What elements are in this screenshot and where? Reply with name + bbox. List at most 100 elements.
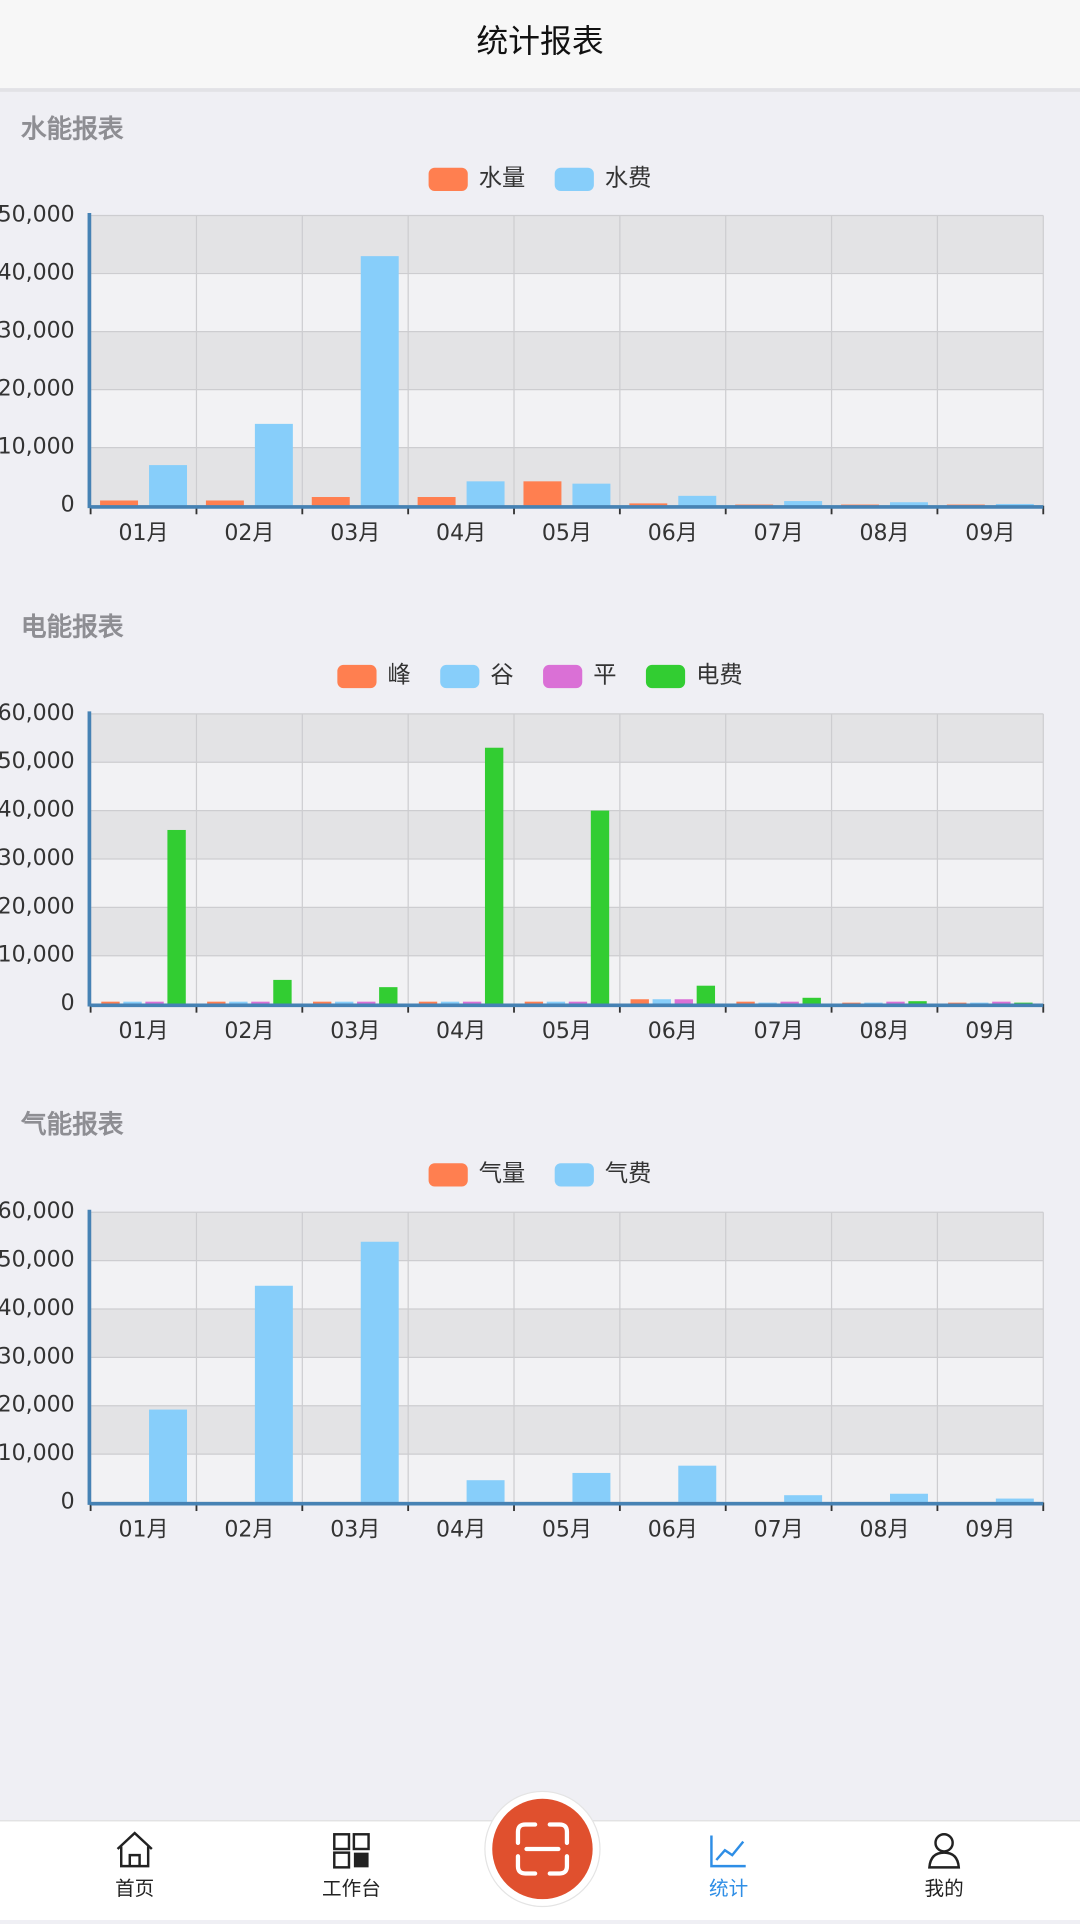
bar — [466, 481, 505, 506]
grid-band — [90, 762, 1044, 811]
y-tick-label: 60,000 — [0, 701, 75, 726]
bar — [207, 1001, 226, 1005]
bar — [995, 503, 1034, 506]
grid-band — [90, 1308, 1044, 1358]
x-tick-label: 03月 — [330, 1019, 380, 1044]
bar — [360, 1241, 399, 1503]
x-tick-label: 07月 — [754, 1019, 804, 1044]
y-tick-label: 0 — [61, 493, 75, 518]
y-tick-label: 0 — [61, 1489, 75, 1514]
nav-stats[interactable]: 统计 — [709, 1835, 748, 1900]
x-tick-label: 08月 — [859, 1518, 909, 1543]
bar — [379, 987, 398, 1005]
bar — [149, 1409, 188, 1503]
legend-label: 水费 — [605, 164, 652, 191]
grid-band — [90, 713, 1044, 763]
bar — [145, 1001, 164, 1005]
bar — [696, 985, 716, 1005]
bar — [780, 1001, 799, 1005]
grid-band — [90, 273, 1044, 332]
bar — [908, 1001, 927, 1005]
header-bar — [0, 0, 1080, 89]
y-tick-label: 20,000 — [0, 894, 75, 919]
bar — [462, 1001, 482, 1005]
x-tick-label: 01月 — [118, 1019, 168, 1044]
bar — [524, 1001, 544, 1005]
x-tick-label: 04月 — [436, 521, 486, 546]
bar — [995, 1498, 1034, 1503]
x-tick-label: 05月 — [542, 1518, 592, 1543]
bar — [572, 1472, 611, 1503]
grid-band — [90, 447, 1044, 506]
legend-label: 峰 — [388, 661, 411, 688]
bar — [205, 500, 244, 506]
bar — [484, 747, 504, 1005]
bar — [890, 1493, 928, 1503]
legend-swatch — [337, 664, 377, 689]
bar — [417, 497, 456, 506]
grid-band — [90, 907, 1044, 956]
legend-swatch — [543, 664, 583, 689]
header-title: 统计报表 — [476, 22, 603, 60]
bar — [335, 1001, 354, 1005]
y-tick-label: 50,000 — [0, 203, 75, 228]
bar — [784, 501, 823, 506]
x-tick-label: 02月 — [224, 1019, 274, 1044]
x-tick-label: 04月 — [436, 1518, 486, 1543]
x-tick-label: 06月 — [648, 521, 698, 546]
y-tick-label: 10,000 — [0, 943, 75, 968]
section-title: 电能报表 — [21, 612, 124, 643]
grid-band — [90, 858, 1044, 908]
x-tick-label: 06月 — [648, 1518, 698, 1543]
x-tick-label: 05月 — [542, 521, 592, 546]
nav-label[interactable]: 我的 — [924, 1877, 963, 1900]
scan-button[interactable] — [484, 1790, 601, 1908]
bar — [992, 1001, 1011, 1005]
bar — [948, 1002, 967, 1005]
grid-band — [90, 1405, 1044, 1455]
bar — [229, 1001, 248, 1005]
bar — [568, 1001, 588, 1005]
grid-band — [90, 1357, 1044, 1406]
bar — [970, 1002, 989, 1005]
x-tick-label: 08月 — [859, 521, 909, 546]
legend-swatch — [645, 664, 686, 689]
x-tick-label: 06月 — [648, 1019, 698, 1044]
x-tick-label: 02月 — [224, 1518, 274, 1543]
legend-label: 水量 — [479, 164, 526, 191]
bar — [149, 465, 188, 506]
legend-swatch — [440, 664, 480, 689]
header-shadow — [0, 88, 1080, 92]
bar — [802, 997, 821, 1005]
x-tick-label: 02月 — [224, 521, 274, 546]
nav-label[interactable]: 工作台 — [322, 1877, 381, 1900]
legend-swatch — [554, 1163, 594, 1187]
bar — [466, 1480, 505, 1503]
bar — [678, 495, 717, 506]
grid-band — [90, 389, 1044, 448]
grid-band — [90, 1212, 1044, 1261]
bar — [440, 1001, 460, 1005]
x-tick-label: 07月 — [754, 521, 804, 546]
y-tick-label: 20,000 — [0, 1393, 75, 1418]
nav-label[interactable]: 统计 — [709, 1877, 748, 1900]
y-tick-label: 10,000 — [0, 1441, 75, 1466]
nav-label[interactable]: 首页 — [115, 1877, 154, 1900]
y-tick-label: 40,000 — [0, 261, 75, 286]
bar — [312, 1001, 332, 1005]
y-tick-label: 50,000 — [0, 749, 75, 774]
x-tick-label: 04月 — [436, 1019, 486, 1044]
grid-band — [90, 1260, 1044, 1309]
nav-mine[interactable]: 我的 — [924, 1833, 964, 1900]
grid-band — [90, 1454, 1044, 1503]
nav-workbench[interactable]: 工作台 — [322, 1833, 381, 1900]
x-tick-label: 01月 — [118, 1518, 168, 1543]
bar — [360, 256, 399, 506]
legend-label: 气费 — [605, 1160, 652, 1187]
nav-home[interactable]: 首页 — [115, 1831, 154, 1900]
bar — [736, 1001, 755, 1005]
bar — [357, 1001, 376, 1005]
y-tick-label: 30,000 — [0, 1344, 75, 1369]
legend-swatch — [554, 167, 594, 192]
grid-band — [90, 810, 1044, 859]
